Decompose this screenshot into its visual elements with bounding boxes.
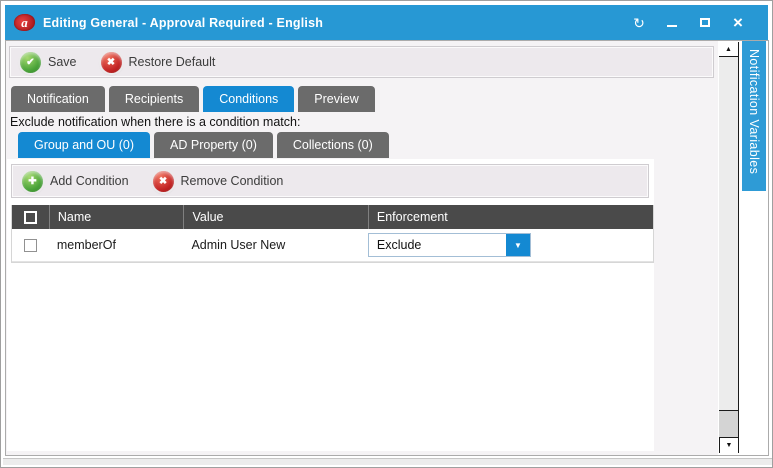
header-checkbox-cell — [12, 205, 49, 229]
condition-toolbar: ✚ Add Condition ✖ Remove Condition — [11, 164, 649, 198]
dropdown-arrow-button[interactable]: ▼ — [505, 234, 530, 256]
condition-subtab-bar: Group and OU (0) AD Property (0) Collect… — [18, 132, 389, 158]
titlebar: a Editing General - Approval Required - … — [5, 5, 768, 40]
tab-bar: Notification Recipients Conditions Previ… — [11, 86, 375, 112]
scroll-down-button[interactable]: ▼ — [719, 437, 739, 453]
close-button[interactable]: × — [730, 13, 746, 32]
main-toolbar: ✔ Save ✖ Restore Default — [9, 46, 714, 78]
tab-conditions[interactable]: Conditions — [203, 86, 295, 112]
scroll-up-icon: ▲ — [725, 45, 732, 53]
tab-notification[interactable]: Notification — [11, 86, 105, 112]
minimize-icon — [667, 24, 677, 27]
row-checkbox[interactable] — [23, 238, 37, 252]
window-title: Editing General - Approval Required - En… — [43, 15, 324, 30]
restore-default-label: Restore Default — [128, 55, 216, 69]
row-name-cell: memberOf — [56, 238, 116, 252]
table-header-row: Name Value Enforcement — [12, 205, 653, 229]
scroll-down-icon: ▼ — [725, 442, 733, 449]
save-button[interactable]: ✔ Save — [20, 51, 77, 73]
window-controls: ↻ × — [631, 13, 746, 32]
subtab-content-area — [7, 159, 654, 451]
refresh-button[interactable]: ↻ — [631, 15, 647, 31]
tab-recipients[interactable]: Recipients — [108, 86, 200, 112]
remove-condition-button[interactable]: ✖ Remove Condition — [152, 170, 284, 192]
column-header-enforcement: Enforcement — [367, 205, 653, 229]
notification-variables-tab[interactable]: Notification Variables — [742, 41, 766, 191]
table-row[interactable]: memberOf Admin User New Exclude ▼ — [12, 229, 653, 262]
scrollbar-thumb[interactable] — [719, 410, 738, 437]
subtab-ad-property[interactable]: AD Property (0) — [154, 132, 273, 158]
column-header-value: Value — [183, 205, 367, 229]
row-value-cell: Admin User New — [191, 238, 286, 252]
remove-condition-label: Remove Condition — [180, 174, 284, 188]
select-all-checkbox[interactable] — [23, 210, 37, 224]
app-logo-icon: a — [14, 14, 35, 31]
notification-variables-label: Notification Variables — [747, 49, 761, 175]
save-button-label: Save — [48, 55, 77, 69]
add-condition-label: Add Condition — [50, 174, 129, 188]
subtab-collections[interactable]: Collections (0) — [276, 132, 389, 158]
subtab-group-and-ou[interactable]: Group and OU (0) — [18, 132, 151, 158]
conditions-table: Name Value Enforcement memberOf Admin Us… — [11, 205, 654, 263]
tab-preview[interactable]: Preview — [298, 86, 375, 112]
refresh-icon: ↻ — [633, 14, 645, 31]
add-plus-icon: ✚ — [22, 170, 43, 192]
window-bottom-strip — [3, 458, 772, 465]
maximize-icon — [700, 18, 710, 27]
remove-x-icon: ✖ — [152, 170, 174, 192]
row-enforcement-cell: Exclude ▼ — [367, 229, 653, 261]
enforcement-dropdown[interactable]: Exclude ▼ — [367, 233, 531, 257]
maximize-button[interactable] — [697, 15, 713, 31]
vertical-scrollbar[interactable]: ▲ ▼ — [719, 42, 739, 453]
condition-match-label: Exclude notification when there is a con… — [10, 115, 301, 129]
save-check-icon: ✔ — [20, 51, 41, 73]
close-icon: × — [733, 13, 743, 32]
add-condition-button[interactable]: ✚ Add Condition — [22, 170, 129, 192]
scroll-up-button[interactable]: ▲ — [719, 42, 739, 57]
scrollbar-track[interactable] — [719, 57, 739, 437]
restore-default-button[interactable]: ✖ Restore Default — [100, 51, 216, 73]
enforcement-dropdown-value: Exclude — [376, 238, 422, 252]
column-header-name: Name — [48, 205, 184, 229]
chevron-down-icon: ▼ — [513, 240, 522, 250]
row-checkbox-cell — [12, 229, 49, 261]
main-panel: ✔ Save ✖ Restore Default Notification Re… — [5, 40, 769, 456]
restore-x-icon: ✖ — [100, 51, 122, 73]
minimize-button[interactable] — [664, 15, 680, 31]
